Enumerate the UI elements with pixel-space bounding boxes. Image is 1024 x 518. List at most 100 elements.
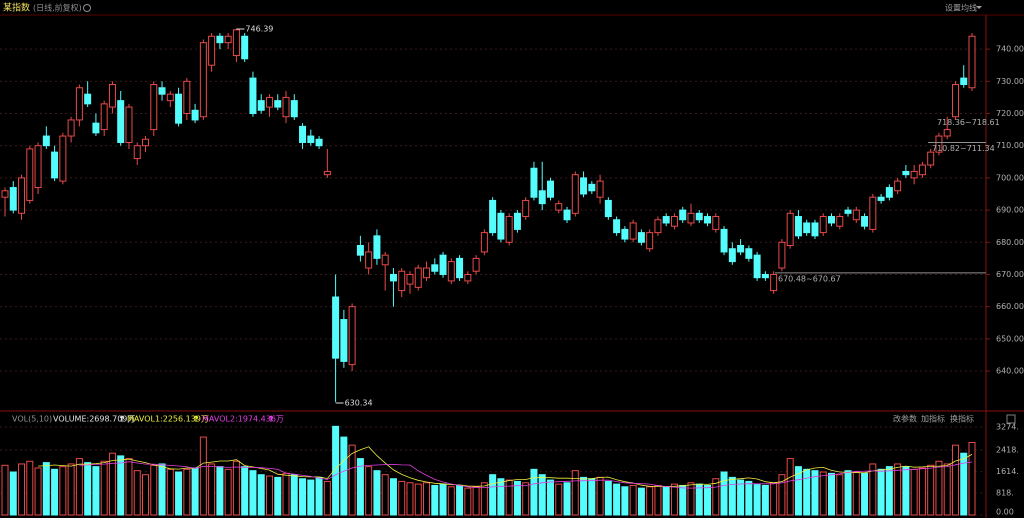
volume-bar (398, 480, 406, 516)
volume-bar (1, 464, 9, 516)
candle-body (84, 93, 92, 105)
volume-bar (687, 482, 695, 516)
volume-bar (778, 474, 786, 516)
volume-bar (596, 476, 604, 516)
arrow (268, 415, 274, 422)
candle-body (191, 109, 199, 121)
volume-bar (621, 486, 629, 516)
y-tick-label: 680.00 (996, 238, 1024, 247)
candle-body (414, 267, 422, 288)
y2-tick-label: 818. (996, 489, 1014, 498)
candle-body (183, 80, 191, 115)
candle-body (208, 35, 216, 66)
volume-bar (348, 444, 356, 516)
volume-bar (877, 468, 885, 516)
annotation: 718.36~718.61 (937, 118, 1000, 127)
candle-body (431, 264, 439, 272)
vol-name: VOL(5,10) (12, 415, 52, 424)
volume-bar (323, 480, 331, 516)
volume-bar (555, 483, 563, 516)
volume-bar (290, 474, 298, 516)
candle-body (662, 216, 670, 224)
volume-bar (646, 486, 654, 516)
volume-bar (513, 480, 521, 516)
candle-body (92, 122, 100, 134)
volume-bar (423, 482, 431, 516)
volume-bar (389, 478, 397, 516)
volume-bar (373, 470, 381, 516)
volume-bar (489, 474, 497, 516)
y2-tick-label: 1614. (996, 467, 1019, 476)
volume-bar (819, 471, 827, 516)
button[interactable]: 换指标 (950, 414, 974, 424)
volume-bar (199, 436, 207, 516)
annotation: 710.82~711.34 (932, 144, 995, 153)
volume-bar (431, 484, 439, 516)
volume-bar (166, 468, 174, 516)
candle-body (472, 257, 480, 272)
candle-body (356, 244, 364, 256)
volume-bar (108, 452, 116, 516)
volume-bar (224, 468, 232, 516)
volume-bar (803, 468, 811, 516)
volume-bar (456, 484, 464, 516)
volume-bar (125, 458, 133, 516)
ma-settings[interactable]: 设置均线 (945, 3, 977, 13)
annotation: 670.48~670.67 (778, 274, 841, 283)
volume-bar (869, 463, 877, 516)
volume-bar (629, 484, 637, 516)
button[interactable]: 改参数 (893, 414, 917, 424)
volume-bar (92, 466, 100, 516)
volume-bar (670, 483, 678, 516)
settings-icon[interactable] (83, 4, 91, 12)
volume-bar (951, 444, 959, 516)
volume-bar (332, 425, 340, 516)
candle-body (381, 254, 389, 266)
button[interactable]: 加指标 (921, 414, 945, 424)
y-tick-label: 640.00 (996, 367, 1024, 376)
volume-bar (927, 464, 935, 516)
volume-bar (728, 476, 736, 516)
candle-body (902, 170, 910, 176)
candle-body (307, 135, 315, 143)
candle-body (447, 261, 455, 282)
candle-body (42, 135, 50, 147)
volume-bar (894, 463, 902, 516)
candle-body (332, 296, 340, 359)
candle-body (232, 29, 240, 57)
candle-body (315, 138, 323, 147)
candle-body (133, 145, 141, 160)
candle-body (18, 177, 26, 214)
candle-body (869, 196, 877, 230)
y-tick-label: 720.00 (996, 109, 1024, 118)
y2-tick-label: 2418. (996, 446, 1019, 455)
volume-bar (745, 480, 753, 516)
volume-bar (571, 470, 579, 516)
panel-icon[interactable] (1006, 414, 1016, 424)
candle-body (935, 135, 943, 153)
candle-body (216, 35, 224, 44)
ma-line (79, 461, 973, 489)
volume-bar (588, 478, 596, 516)
candle-body (927, 151, 935, 166)
candle-body (894, 180, 902, 192)
volume-bar (497, 478, 505, 516)
volume-bar (580, 476, 588, 516)
candle-body (803, 222, 811, 234)
volume-bar (885, 466, 893, 516)
dropdown-arrow[interactable] (976, 6, 982, 9)
candle-body (513, 212, 521, 230)
candle-body (720, 228, 728, 253)
y2-tick-label: 0.00 (996, 508, 1014, 517)
volume-bar (356, 458, 364, 516)
volume-bar (960, 452, 968, 516)
y-tick-label: 710.00 (996, 141, 1024, 150)
annotation: 630.34 (345, 399, 373, 408)
candle-body (142, 138, 150, 147)
volume-bar (827, 472, 835, 516)
candle-body (728, 248, 736, 263)
candle-body (299, 125, 307, 143)
volume-bar (480, 482, 488, 516)
candle-body (323, 170, 331, 176)
